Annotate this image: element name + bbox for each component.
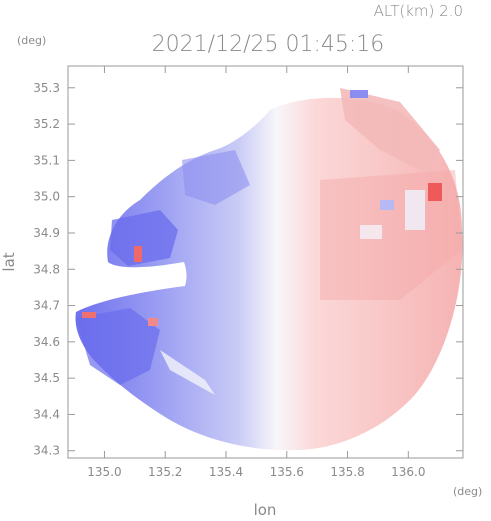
y-tick-label: 34.5: [33, 371, 60, 385]
echo-streak-white: [160, 350, 215, 395]
echo-patch-red-e: [320, 170, 462, 300]
y-axis-ticks: [68, 87, 463, 452]
x-tick-label: 135.2: [148, 465, 182, 479]
y-axis-tick-labels: 35.3 35.2 35.1 35.0 34.9 34.8 34.7 34.6 34.5 34.4…: [33, 81, 60, 458]
echo-cell-white-1: [405, 190, 425, 230]
echo-patch-blue-sw: [76, 308, 160, 385]
y-tick-label: 35.3: [33, 81, 60, 95]
echo-cell-blue-e: [380, 200, 394, 210]
echo-cell-blue-ne: [350, 90, 368, 98]
plot-frame: [67, 65, 464, 459]
x-tick-label: 136.0: [391, 465, 425, 479]
y-tick-label: 34.9: [33, 226, 60, 240]
y-tick-label: 35.1: [33, 153, 60, 167]
altitude-label: ALT(km) 2.0: [374, 2, 463, 20]
x-unit-label: (deg): [453, 485, 482, 498]
y-unit-label: (deg): [17, 34, 46, 47]
x-tick-label: 135.4: [209, 465, 243, 479]
y-tick-label: 35.2: [33, 117, 60, 131]
y-tick-label: 34.4: [33, 407, 60, 421]
x-axis-tick-labels: 135.0 135.2 135.4 135.6 135.8 136.0: [87, 465, 425, 479]
y-tick-label: 34.6: [33, 335, 60, 349]
y-tick-label: 34.8: [33, 262, 60, 276]
echo-patch-blue-nw: [110, 210, 178, 266]
y-tick-label: 34.7: [33, 299, 60, 313]
echo-cell-red-3: [82, 312, 96, 318]
x-tick-label: 135.6: [270, 465, 304, 479]
x-axis-title: lon: [254, 501, 277, 519]
echo-cell-red-1: [428, 183, 442, 201]
timestamp-title: 2021/12/25 01:45:16: [152, 32, 385, 57]
plot-border: [67, 65, 464, 459]
y-tick-label: 35.0: [33, 190, 60, 204]
x-axis-ticks: [103, 66, 409, 458]
x-tick-label: 135.0: [87, 465, 121, 479]
y-tick-label: 34.3: [33, 444, 60, 458]
echo-cell-white-2: [360, 225, 382, 239]
echo-cell-red-2: [134, 246, 142, 262]
radar-echo-field: [75, 88, 463, 451]
echo-cell-red-4: [148, 318, 158, 326]
echo-patch-blue-n: [182, 150, 250, 205]
echo-patch-red-ne: [340, 88, 440, 175]
x-tick-label: 135.8: [330, 465, 364, 479]
y-axis-title: lat: [0, 252, 18, 271]
